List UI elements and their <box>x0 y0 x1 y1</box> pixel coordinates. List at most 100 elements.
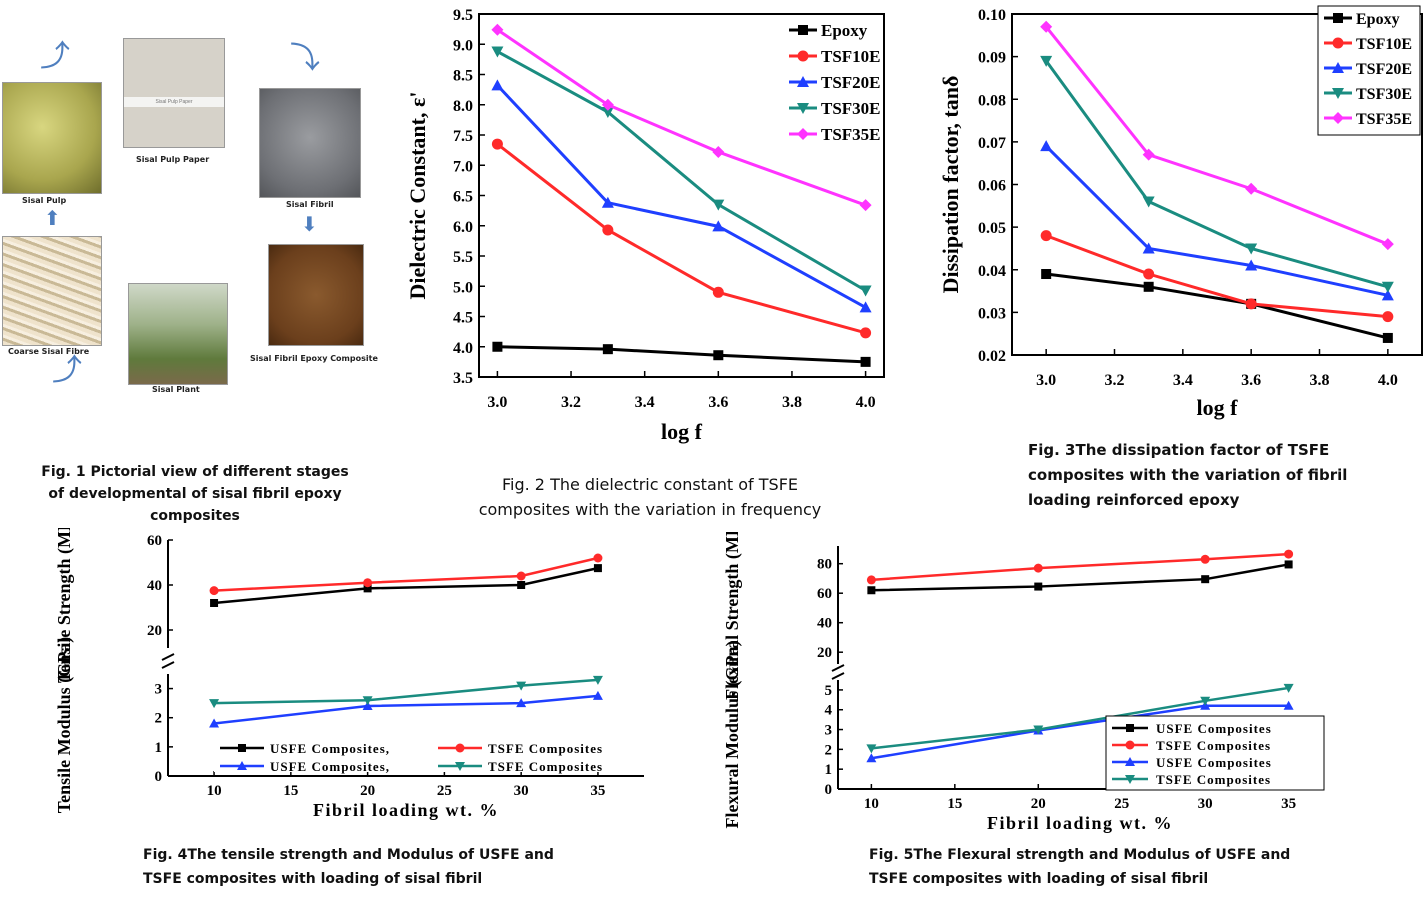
coarse-fibre-photo <box>2 236 102 346</box>
legend-entry: TSF20E <box>1356 61 1412 78</box>
x-tick-label: 20 <box>1031 796 1046 812</box>
legend-marker <box>1332 88 1344 99</box>
y-tick-label: 9.0 <box>453 37 473 54</box>
legend-entry: USFE Composites <box>1156 721 1272 736</box>
sisal-pulp-label: Sisal Pulp <box>22 196 67 205</box>
legend-entry: USFE Composites, <box>270 759 390 774</box>
data-point <box>363 578 373 588</box>
y-tick-label: 0 <box>825 782 833 798</box>
axis-break-mark <box>161 653 175 661</box>
legend-entry: TSF10E <box>1356 36 1412 53</box>
x-tick-label: 3.2 <box>1105 372 1125 389</box>
y-tick-label: 8.0 <box>453 98 473 115</box>
legend-entry: TSFE Composites <box>488 759 603 774</box>
y-tick-label: 6.0 <box>453 219 473 236</box>
legend-entry: Epoxy <box>821 21 868 40</box>
y-tick-label: 5 <box>825 683 833 699</box>
data-point <box>491 46 504 58</box>
data-point <box>209 586 219 596</box>
legend-box <box>214 736 644 772</box>
pulp-paper-photo: Sisal Pulp Paper <box>123 38 225 148</box>
composite-photo <box>268 244 364 346</box>
pulp-paper-strip: Sisal Pulp Paper <box>124 97 224 107</box>
y-tick-label: 5.5 <box>453 249 473 266</box>
data-point <box>601 98 614 111</box>
pulp-paper-label: Sisal Pulp Paper <box>136 155 210 164</box>
legend-entry: USFE Composites, <box>270 741 390 756</box>
data-point <box>1382 311 1394 323</box>
data-point <box>1033 563 1043 573</box>
data-point <box>593 553 603 563</box>
x-tick-label: 35 <box>1281 796 1296 812</box>
legend-marker <box>798 25 808 35</box>
data-point <box>516 698 527 708</box>
x-tick-label: 15 <box>283 783 298 799</box>
data-point <box>1143 268 1155 280</box>
series-line <box>1045 272 1389 340</box>
legend-marker <box>1332 62 1344 73</box>
sisal-plant-label: Sisal Plant <box>152 385 200 394</box>
y-tick-label: 20 <box>147 623 162 639</box>
data-point <box>712 286 724 298</box>
legend-entry: USFE Composites <box>1156 755 1272 770</box>
data-point <box>516 571 526 581</box>
legend-entry: TSFE Composites <box>1156 772 1271 787</box>
fig2-caption: Fig. 2 The dielectric constant of TSFE c… <box>455 472 845 522</box>
data-point <box>492 341 503 352</box>
data-point <box>1381 238 1394 251</box>
data-point <box>1381 281 1394 293</box>
legend-marker <box>237 761 247 770</box>
series-line <box>496 142 866 335</box>
series-line <box>496 50 867 292</box>
legend-marker <box>455 743 465 753</box>
data-point <box>1382 332 1393 343</box>
data-point <box>1284 560 1293 569</box>
data-point <box>602 224 614 236</box>
y-tick-label: 8.5 <box>453 68 473 85</box>
data-point <box>593 564 602 573</box>
y-tick-label: 0.03 <box>978 305 1006 322</box>
fig5-caption: Fig. 5The Flexural strength and Modulus … <box>869 843 1349 891</box>
fig2-dielectric-chart: 3.0 3.2 3.4 3.6 3.8 4.0 3.5 4.0 4.5 5.0 5.5 6.0 6.5 7… <box>405 7 885 444</box>
x-tick-label: 3.0 <box>1036 372 1056 389</box>
y-tick-label: 4.5 <box>453 310 473 327</box>
y-axis-label: Dissipation factor, tanδ <box>938 76 963 294</box>
y-tick-label: 0 <box>155 769 163 785</box>
fig1-panel: ⤴ Sisal Pulp ⬆ Coarse Sisal Fibre ⤴ Sisa… <box>0 0 400 440</box>
x-tick-label: 30 <box>514 783 529 799</box>
legend-entry: TSF10E <box>821 47 881 66</box>
y-tick-label: 1 <box>825 762 833 778</box>
data-point <box>210 599 219 607</box>
x-tick-label: 3.4 <box>1173 372 1193 389</box>
sisal-plant-photo <box>128 283 228 385</box>
caption-line: of developmental of sisal fibril epoxy <box>48 486 342 502</box>
series-line <box>1045 234 1388 319</box>
data-point <box>713 350 724 361</box>
data-point <box>712 220 725 232</box>
data-point <box>867 586 876 595</box>
series-line <box>214 678 599 705</box>
x-tick-label: 25 <box>437 783 452 799</box>
coarse-fibre-label: Coarse Sisal Fibre <box>8 347 90 356</box>
x-tick-label: 30 <box>1198 796 1213 812</box>
series-line <box>214 556 599 592</box>
data-point <box>602 344 613 355</box>
data-point <box>860 327 872 339</box>
data-point <box>712 145 725 158</box>
caption-line: Fig. 2 The dielectric constant of TSFE <box>501 475 799 494</box>
data-point <box>866 753 877 763</box>
x-tick-label: 3.2 <box>561 394 581 411</box>
data-point <box>1040 140 1053 152</box>
caption-line: TSFE composites with loading of sisal fi… <box>869 871 1209 887</box>
caption-line: loading reinforced epoxy <box>1028 491 1240 509</box>
y-tick-label: 3 <box>825 723 833 739</box>
legend-entry: TSF35E <box>1356 111 1412 128</box>
data-point <box>712 199 725 211</box>
legend-marker <box>1125 757 1135 766</box>
y-tick-label: 0.07 <box>978 135 1006 152</box>
data-point <box>491 23 504 36</box>
series-line <box>213 566 599 605</box>
y-tick-label: 40 <box>817 616 832 632</box>
legend-entry: TSF35E <box>821 125 881 144</box>
y-tick-label: 2 <box>155 711 163 727</box>
